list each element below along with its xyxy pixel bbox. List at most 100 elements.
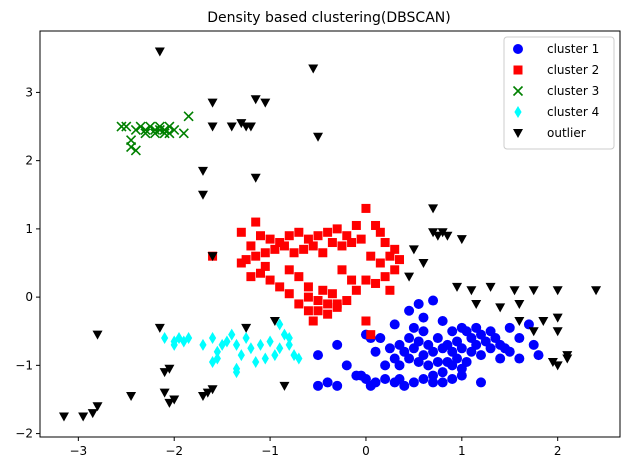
data-point <box>154 47 165 57</box>
data-point <box>126 392 137 402</box>
data-point <box>245 122 256 132</box>
data-point <box>183 111 194 122</box>
data-point <box>313 350 324 361</box>
data-point <box>404 333 415 344</box>
data-point <box>145 121 156 132</box>
data-point <box>226 122 237 132</box>
data-point <box>437 367 448 378</box>
data-point <box>495 303 506 313</box>
data-point <box>413 356 424 367</box>
data-point <box>126 141 137 153</box>
chart-title: Density based clustering(DBSCAN) <box>207 10 450 26</box>
data-point <box>342 296 352 306</box>
data-point <box>471 322 482 333</box>
data-point <box>437 377 448 388</box>
data-point <box>256 338 265 351</box>
data-point <box>418 259 429 268</box>
data-point <box>408 245 419 255</box>
data-point <box>255 231 265 241</box>
data-point <box>87 409 98 419</box>
data-point <box>228 328 236 341</box>
data-point <box>351 220 361 230</box>
data-point <box>313 231 323 241</box>
legend-marker <box>513 65 523 75</box>
data-point <box>418 374 429 384</box>
data-point <box>313 132 324 142</box>
data-point <box>327 238 337 248</box>
data-point <box>299 244 309 254</box>
data-point <box>236 119 247 129</box>
data-point <box>375 227 385 237</box>
data-point <box>380 272 390 282</box>
data-point <box>528 286 539 296</box>
data-point <box>395 255 405 265</box>
data-point <box>504 322 515 333</box>
y-tick-label: 2 <box>25 154 33 168</box>
data-point <box>347 238 357 248</box>
y-tick-label: 3 <box>25 85 33 99</box>
data-point <box>428 377 439 388</box>
legend-item: cluster 3 <box>512 84 599 98</box>
data-point <box>471 299 482 309</box>
data-point <box>207 252 218 262</box>
data-point <box>371 220 381 230</box>
data-point <box>294 299 304 309</box>
data-point <box>404 305 415 316</box>
data-point <box>318 248 328 258</box>
legend-label: cluster 3 <box>547 84 599 98</box>
data-point <box>247 342 255 355</box>
data-point <box>260 261 270 271</box>
data-point <box>303 282 313 292</box>
data-point <box>475 350 486 361</box>
data-point <box>447 360 458 371</box>
data-point <box>332 380 343 391</box>
data-point <box>159 388 170 398</box>
data-point <box>562 354 573 364</box>
data-point <box>404 272 415 282</box>
data-point <box>394 374 405 384</box>
data-point <box>252 355 260 368</box>
data-point <box>337 265 347 275</box>
data-point <box>341 360 352 371</box>
data-point <box>432 356 443 367</box>
data-point <box>404 353 415 364</box>
data-point <box>213 345 221 358</box>
data-point <box>523 319 534 330</box>
data-point <box>169 395 180 405</box>
data-point <box>547 357 558 367</box>
data-point <box>208 332 217 345</box>
data-point <box>327 289 337 299</box>
legend-item: cluster 2 <box>513 63 599 77</box>
data-point <box>178 128 189 139</box>
data-point <box>332 224 342 234</box>
data-point <box>164 364 175 374</box>
data-point <box>308 64 319 74</box>
data-point <box>197 392 208 402</box>
data-point <box>223 335 231 348</box>
data-point <box>280 328 289 341</box>
data-point <box>159 124 170 136</box>
data-point <box>261 352 269 365</box>
data-point <box>361 316 371 326</box>
data-point <box>197 190 208 200</box>
data-point <box>303 306 313 316</box>
data-point <box>313 306 323 316</box>
series-cluster-4 <box>161 318 303 379</box>
data-point <box>170 338 178 351</box>
data-point <box>279 381 290 391</box>
data-point <box>528 327 539 337</box>
data-point <box>456 235 467 245</box>
data-point <box>390 265 400 275</box>
data-point <box>202 388 213 398</box>
data-point <box>413 298 424 309</box>
data-point <box>242 332 250 345</box>
series-outlier <box>58 47 602 422</box>
data-point <box>197 166 208 176</box>
legend-box <box>503 36 615 150</box>
x-tick-label: 1 <box>458 444 466 458</box>
legend-marker <box>513 44 523 54</box>
data-point <box>323 309 333 319</box>
data-point <box>418 326 429 337</box>
data-point <box>370 346 381 357</box>
